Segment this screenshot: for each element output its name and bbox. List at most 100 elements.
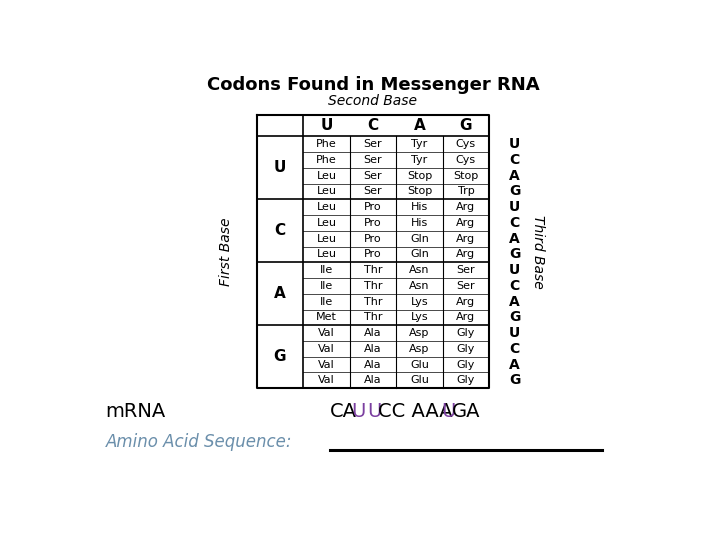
Text: Gln: Gln xyxy=(410,234,429,244)
Text: Val: Val xyxy=(318,360,335,369)
Text: Gly: Gly xyxy=(456,344,475,354)
Text: Codons Found in Messenger RNA: Codons Found in Messenger RNA xyxy=(207,76,539,93)
Text: Leu: Leu xyxy=(316,186,336,197)
Text: Arg: Arg xyxy=(456,296,475,307)
Text: Ala: Ala xyxy=(364,375,382,386)
Text: Gly: Gly xyxy=(456,360,475,369)
Text: Stop: Stop xyxy=(454,171,479,181)
Text: Val: Val xyxy=(318,328,335,338)
Text: Pro: Pro xyxy=(364,218,382,228)
Text: U: U xyxy=(367,402,382,421)
Text: C: C xyxy=(510,153,520,167)
Text: G: G xyxy=(509,373,521,387)
Text: Tyr: Tyr xyxy=(411,139,428,149)
Text: A: A xyxy=(413,118,426,133)
Text: U: U xyxy=(274,160,286,176)
Text: Lys: Lys xyxy=(410,296,428,307)
Text: Arg: Arg xyxy=(456,249,475,259)
Text: Leu: Leu xyxy=(316,171,336,181)
Text: Thr: Thr xyxy=(364,265,382,275)
Text: Asn: Asn xyxy=(409,265,430,275)
Text: GA: GA xyxy=(452,402,481,421)
Text: Asp: Asp xyxy=(409,344,430,354)
Text: A: A xyxy=(509,169,520,183)
Text: Ala: Ala xyxy=(364,344,382,354)
Text: Stop: Stop xyxy=(407,171,432,181)
Text: A: A xyxy=(274,286,286,301)
Text: mRNA: mRNA xyxy=(106,402,166,421)
Text: Pro: Pro xyxy=(364,202,382,212)
Text: G: G xyxy=(274,349,286,364)
Text: G: G xyxy=(509,185,521,199)
Text: Gly: Gly xyxy=(456,375,475,386)
Text: C: C xyxy=(367,118,379,133)
Text: Met: Met xyxy=(316,312,337,322)
Text: C: C xyxy=(510,279,520,293)
Text: U: U xyxy=(351,402,366,421)
Text: A: A xyxy=(509,232,520,246)
Text: U: U xyxy=(509,137,521,151)
Text: Ala: Ala xyxy=(364,328,382,338)
Text: Third Base: Third Base xyxy=(531,214,545,288)
Text: U: U xyxy=(509,326,521,340)
Text: Asp: Asp xyxy=(409,328,430,338)
Text: His: His xyxy=(410,202,428,212)
Text: Second Base: Second Base xyxy=(328,94,418,108)
Text: Thr: Thr xyxy=(364,296,382,307)
Text: Arg: Arg xyxy=(456,202,475,212)
Text: Stop: Stop xyxy=(407,186,432,197)
Text: Trp: Trp xyxy=(457,186,474,197)
Text: Leu: Leu xyxy=(316,234,336,244)
Text: Ile: Ile xyxy=(320,265,333,275)
Text: Arg: Arg xyxy=(456,234,475,244)
Text: Gly: Gly xyxy=(456,328,475,338)
Text: Glu: Glu xyxy=(410,375,429,386)
Text: G: G xyxy=(509,247,521,261)
Text: Thr: Thr xyxy=(364,312,382,322)
Text: Cys: Cys xyxy=(456,155,476,165)
Text: Phe: Phe xyxy=(316,155,337,165)
Text: Ile: Ile xyxy=(320,281,333,291)
Text: Ser: Ser xyxy=(364,171,382,181)
Text: CA: CA xyxy=(330,402,357,421)
Text: Cys: Cys xyxy=(456,139,476,149)
Text: U: U xyxy=(441,402,455,421)
Text: Ser: Ser xyxy=(364,155,382,165)
Text: U: U xyxy=(320,118,333,133)
Text: G: G xyxy=(459,118,472,133)
Text: Val: Val xyxy=(318,344,335,354)
Text: Gln: Gln xyxy=(410,249,429,259)
Text: C: C xyxy=(274,224,285,238)
Text: Ala: Ala xyxy=(364,360,382,369)
Text: Ser: Ser xyxy=(364,139,382,149)
Text: U: U xyxy=(509,200,521,214)
Text: A: A xyxy=(509,295,520,309)
Text: Arg: Arg xyxy=(456,218,475,228)
Text: Phe: Phe xyxy=(316,139,337,149)
Text: Amino Acid Sequence:: Amino Acid Sequence: xyxy=(106,433,292,451)
Text: C: C xyxy=(510,342,520,356)
Text: Tyr: Tyr xyxy=(411,155,428,165)
Text: Pro: Pro xyxy=(364,249,382,259)
Text: A: A xyxy=(509,357,520,372)
Text: G: G xyxy=(509,310,521,325)
Text: Glu: Glu xyxy=(410,360,429,369)
Text: First Base: First Base xyxy=(219,217,233,286)
Text: Leu: Leu xyxy=(316,249,336,259)
Text: Lys: Lys xyxy=(410,312,428,322)
Text: Ile: Ile xyxy=(320,296,333,307)
Text: Ser: Ser xyxy=(364,186,382,197)
Text: CC AAA: CC AAA xyxy=(378,402,459,421)
Text: Leu: Leu xyxy=(316,218,336,228)
Text: Leu: Leu xyxy=(316,202,336,212)
Text: Val: Val xyxy=(318,375,335,386)
Text: C: C xyxy=(510,216,520,230)
Text: Ser: Ser xyxy=(456,265,475,275)
Text: Ser: Ser xyxy=(456,281,475,291)
Text: Thr: Thr xyxy=(364,281,382,291)
Text: Asn: Asn xyxy=(409,281,430,291)
Text: Arg: Arg xyxy=(456,312,475,322)
Text: U: U xyxy=(509,263,521,277)
Text: His: His xyxy=(410,218,428,228)
Text: Pro: Pro xyxy=(364,234,382,244)
